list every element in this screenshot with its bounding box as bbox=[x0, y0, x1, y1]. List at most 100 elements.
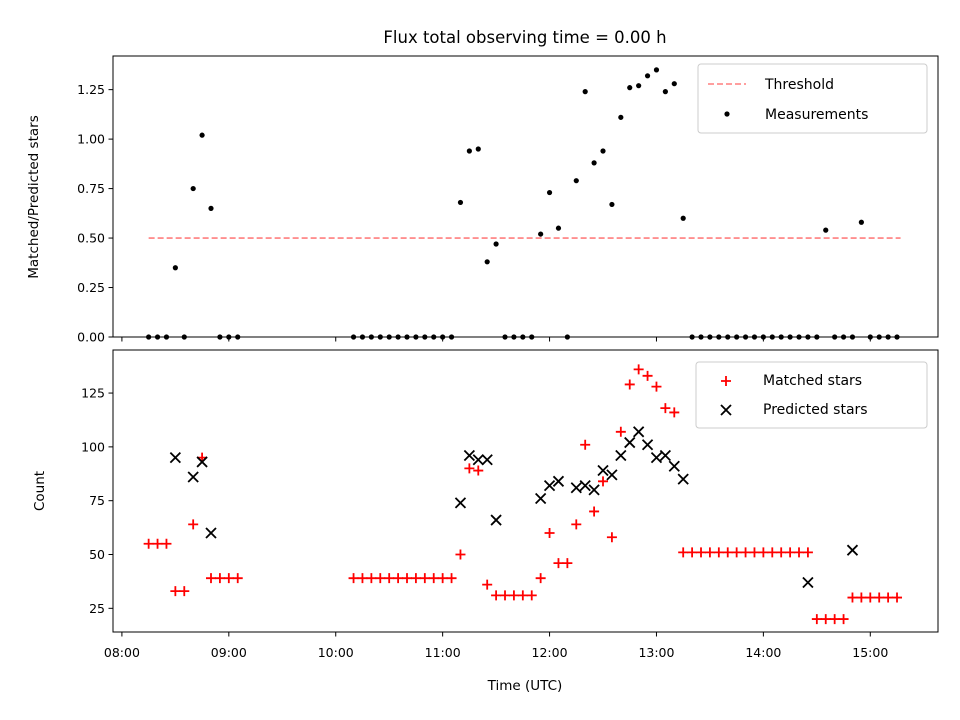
matched-star-point bbox=[508, 590, 519, 601]
matched-star-point bbox=[473, 465, 484, 476]
legend-measurement-label: Measurements bbox=[765, 107, 868, 123]
legend-matched-swatch bbox=[721, 376, 731, 386]
measurement-point bbox=[208, 205, 214, 211]
predicted-star-point bbox=[196, 456, 208, 468]
matched-star-point bbox=[223, 573, 234, 584]
matched-star-point bbox=[535, 573, 546, 584]
matched-star-point bbox=[464, 463, 475, 474]
predicted-star-point bbox=[552, 475, 565, 487]
top-legend: Threshold Measurements bbox=[697, 63, 928, 134]
measurement-point bbox=[600, 148, 606, 154]
bottom-panel: 25 50 75 100 125 08:00 09:00 10:00 11:00 12:00 13… bbox=[32, 349, 939, 694]
matched-star-point bbox=[366, 573, 377, 584]
y-tick-label: 0.75 bbox=[77, 181, 105, 196]
matched-star-point bbox=[865, 592, 876, 603]
predicted-star-point bbox=[535, 492, 547, 505]
matched-star-point bbox=[678, 547, 689, 558]
matched-star-point bbox=[571, 519, 582, 530]
measurement-point bbox=[493, 241, 499, 247]
matched-star-point bbox=[660, 403, 671, 414]
matched-star-point bbox=[428, 573, 439, 584]
predicted-star-point bbox=[579, 479, 591, 492]
bottom-x-axis: 08:00 09:00 10:00 11:00 12:00 13:00 14:00 15:00 bbox=[104, 632, 888, 660]
measurement-point bbox=[538, 231, 544, 237]
top-plot-marks bbox=[146, 67, 901, 340]
matched-star-point bbox=[553, 558, 564, 569]
top-y-axis-label: Matched/Predicted stars bbox=[26, 115, 42, 278]
matched-star-point bbox=[883, 592, 894, 603]
y-tick-label: 1.00 bbox=[77, 132, 105, 147]
matched-star-point bbox=[393, 573, 404, 584]
measurement-point bbox=[671, 81, 677, 87]
x-tick-label: 14:00 bbox=[745, 645, 781, 660]
matched-star-point bbox=[651, 381, 662, 392]
predicted-star-point bbox=[187, 471, 199, 483]
matched-star-point bbox=[179, 586, 190, 597]
measurement-point bbox=[609, 201, 615, 208]
predicted-star-point bbox=[570, 482, 582, 494]
matched-star-point bbox=[642, 370, 653, 381]
measurement-point bbox=[484, 259, 490, 265]
bottom-axes-frame bbox=[112, 349, 939, 633]
matched-star-point bbox=[375, 573, 386, 584]
matched-star-point bbox=[785, 547, 796, 558]
measurement-point bbox=[618, 114, 624, 120]
predicted-star-point bbox=[615, 449, 627, 462]
matched-star-point bbox=[820, 614, 831, 625]
y-tick-label: 100 bbox=[81, 439, 105, 454]
legend-frame bbox=[695, 361, 928, 429]
matched-star-point bbox=[633, 364, 644, 375]
bottom-y-axis: 25 50 75 100 125 bbox=[81, 386, 113, 616]
matched-star-point bbox=[704, 547, 715, 558]
matched-star-point bbox=[500, 590, 511, 601]
y-tick-label: 1.25 bbox=[77, 82, 105, 97]
measurement-point bbox=[582, 89, 588, 95]
predicted-star-point bbox=[597, 464, 609, 477]
matched-star-point bbox=[615, 426, 626, 437]
legend-frame bbox=[697, 63, 928, 134]
measurement-point bbox=[475, 146, 481, 152]
matched-star-point bbox=[143, 538, 154, 549]
measurement-point bbox=[636, 83, 642, 89]
top-x-axis bbox=[121, 337, 871, 342]
predicted-star-point bbox=[454, 497, 467, 509]
matched-star-point bbox=[624, 379, 635, 390]
matched-star-point bbox=[687, 547, 698, 558]
measurement-point bbox=[823, 227, 829, 233]
top-y-axis: 0.00 0.25 0.50 0.75 1.00 1.25 bbox=[77, 82, 113, 345]
measurement-point bbox=[680, 215, 686, 221]
predicted-star-point bbox=[650, 451, 663, 464]
matched-star-point bbox=[455, 549, 466, 560]
y-tick-label: 25 bbox=[89, 601, 105, 616]
matched-star-point bbox=[749, 547, 760, 558]
predicted-star-point bbox=[490, 514, 502, 526]
matched-star-point bbox=[170, 586, 181, 597]
measurement-point bbox=[627, 85, 633, 91]
measurement-point bbox=[190, 185, 196, 192]
matched-star-point bbox=[713, 547, 724, 558]
predicted-star-point bbox=[205, 527, 217, 539]
top-panel: 0.00 0.25 0.50 0.75 1.00 1.25 Matched/Predict… bbox=[26, 55, 939, 345]
legend-threshold-label: Threshold bbox=[764, 77, 834, 93]
matched-star-point bbox=[152, 538, 163, 549]
matched-star-point bbox=[740, 547, 751, 558]
x-tick-label: 08:00 bbox=[104, 645, 140, 660]
matched-star-point bbox=[811, 614, 822, 625]
measurement-point bbox=[644, 73, 651, 79]
predicted-star-point bbox=[668, 460, 680, 472]
matched-star-point bbox=[384, 573, 395, 584]
measurement-point bbox=[591, 160, 597, 166]
matched-star-point bbox=[731, 547, 742, 558]
matched-star-point bbox=[606, 532, 617, 543]
matched-star-point bbox=[892, 592, 903, 603]
predicted-star-point bbox=[169, 451, 182, 464]
matched-star-point bbox=[517, 590, 528, 601]
matched-star-point bbox=[446, 573, 457, 584]
y-tick-label: 0.25 bbox=[77, 280, 105, 295]
matched-star-point bbox=[758, 547, 769, 558]
measurement-point bbox=[457, 199, 464, 206]
y-tick-label: 75 bbox=[89, 493, 105, 508]
predicted-star-point bbox=[606, 469, 618, 481]
matched-star-point bbox=[776, 547, 787, 558]
